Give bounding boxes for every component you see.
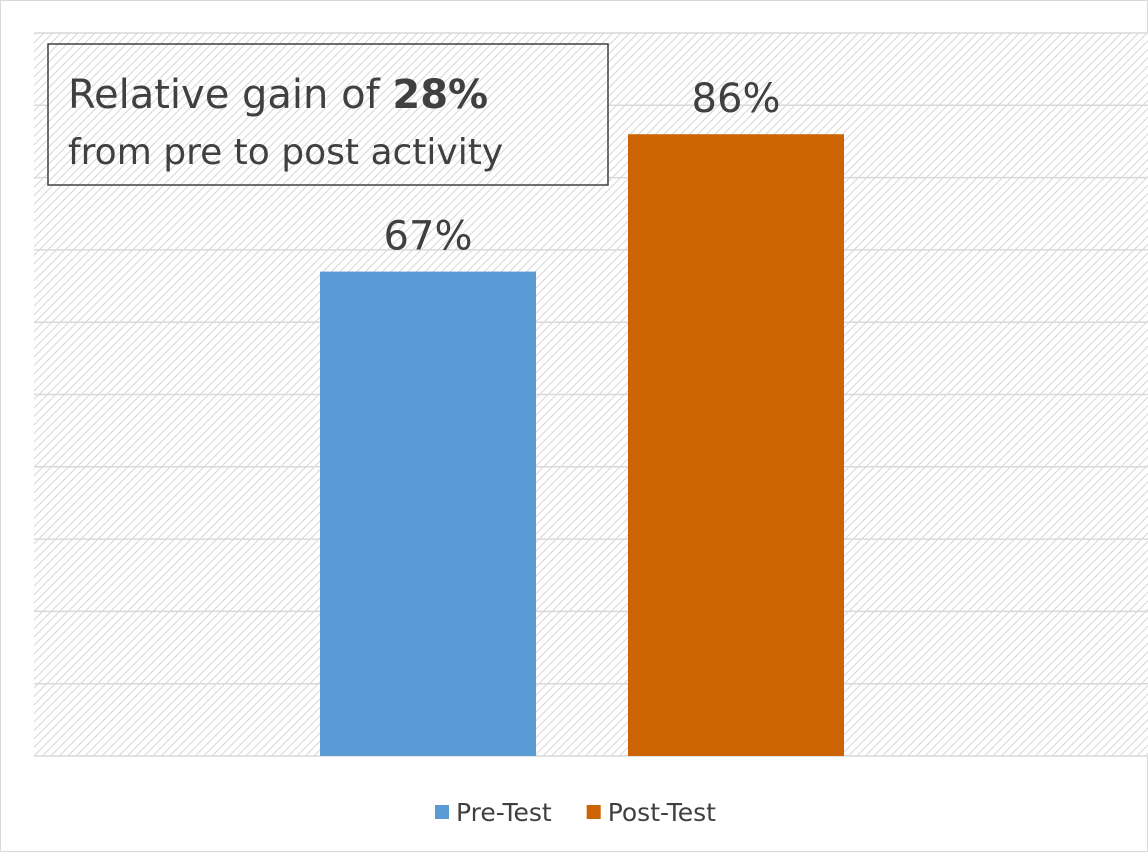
annotation-line: Relative gain of 28%	[68, 72, 488, 118]
legend-label: Post-Test	[608, 798, 716, 827]
bar	[628, 134, 844, 757]
annotation-text: from pre to post activity	[68, 132, 503, 173]
annotation-emphasis: 28%	[392, 72, 488, 118]
data-label: 86%	[692, 76, 781, 122]
annotation-box	[47, 43, 609, 186]
bar	[320, 271, 536, 756]
data-label: 67%	[384, 214, 473, 260]
legend-swatch	[586, 805, 601, 819]
legend-label: Pre-Test	[456, 798, 552, 827]
annotation-text: Relative gain of	[68, 72, 381, 118]
legend-swatch	[435, 805, 449, 819]
